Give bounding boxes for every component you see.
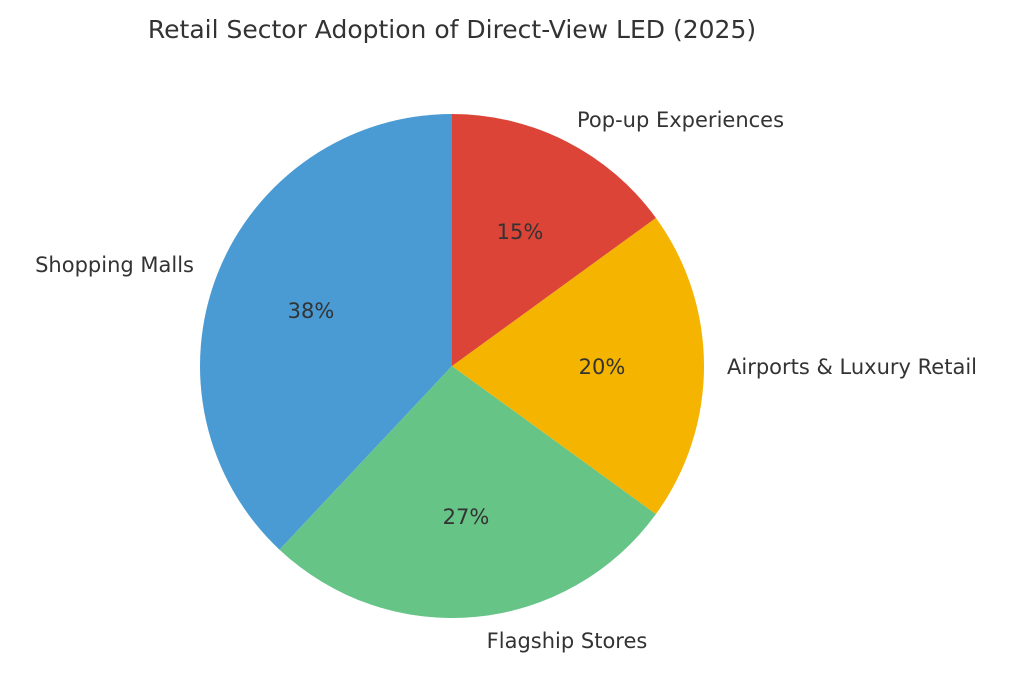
label-shopping-malls: Shopping Malls (35, 253, 194, 277)
slice-shopping-malls (200, 114, 452, 550)
label-airports-luxury-retail: Airports & Luxury Retail (727, 355, 977, 379)
pct-shopping-malls: 38% (288, 299, 335, 323)
pct-airports-luxury-retail: 20% (579, 355, 626, 379)
label-flagship-stores: Flagship Stores (487, 629, 648, 653)
slice-popup-experiences (452, 113, 656, 366)
slice-flagship-stores (279, 366, 656, 619)
pct-flagship-stores: 27% (443, 505, 490, 529)
pct-popup-experiences: 15% (497, 220, 544, 244)
slice-airports-luxury-retail (452, 217, 705, 515)
chart-title: Retail Sector Adoption of Direct-View LE… (148, 15, 756, 44)
label-popup-experiences: Pop-up Experiences (577, 108, 784, 132)
